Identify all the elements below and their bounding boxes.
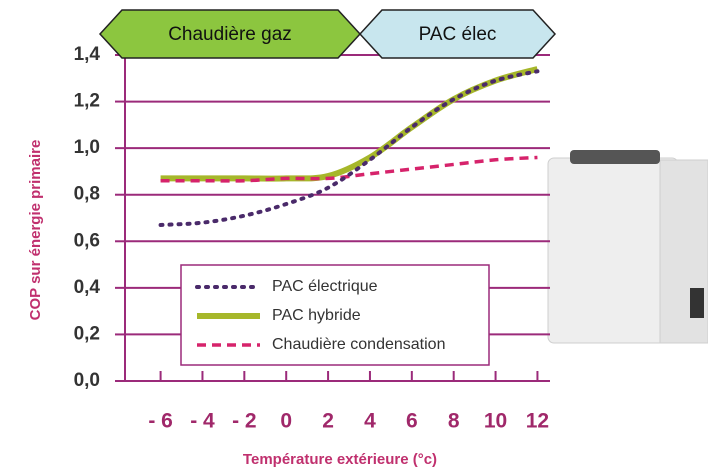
x-tick-label: 12 — [526, 410, 549, 433]
legend-label: Chaudière condensation — [272, 336, 445, 353]
x-tick-label: 0 — [280, 410, 292, 433]
series-line — [158, 69, 540, 227]
x-tick-label: - 6 — [148, 410, 173, 433]
x-tick-label: 10 — [484, 410, 507, 433]
boiler-image — [547, 150, 708, 344]
annotation-text: PAC élec — [419, 24, 497, 45]
x-tick-label: - 2 — [232, 410, 257, 433]
annotation-text: Chaudière gaz — [168, 24, 292, 45]
x-axis-label: Température extérieure (°c) — [243, 451, 437, 468]
y-tick-label: 1,2 — [74, 91, 100, 112]
y-tick-label: 0,2 — [74, 323, 100, 344]
y-tick-label: 0,0 — [74, 370, 100, 391]
y-tick-label: 1,0 — [74, 137, 100, 158]
y-tick-label: 0,6 — [74, 230, 100, 251]
y-tick-label: 0,4 — [74, 277, 101, 298]
x-tick-label: 6 — [406, 410, 418, 433]
x-tick-label: - 4 — [190, 410, 215, 433]
y-axis-label: COP sur énergie primaire — [27, 140, 44, 321]
annotation-arrow — [358, 9, 557, 59]
legend-label: PAC électrique — [272, 278, 378, 295]
x-tick-label: 4 — [364, 410, 376, 433]
y-tick-label: 1,4 — [74, 44, 101, 65]
x-tick-label: 8 — [448, 410, 460, 433]
legend-label: PAC hybride — [272, 307, 361, 324]
y-tick-label: 0,8 — [74, 184, 100, 205]
x-tick-label: 2 — [322, 410, 334, 433]
